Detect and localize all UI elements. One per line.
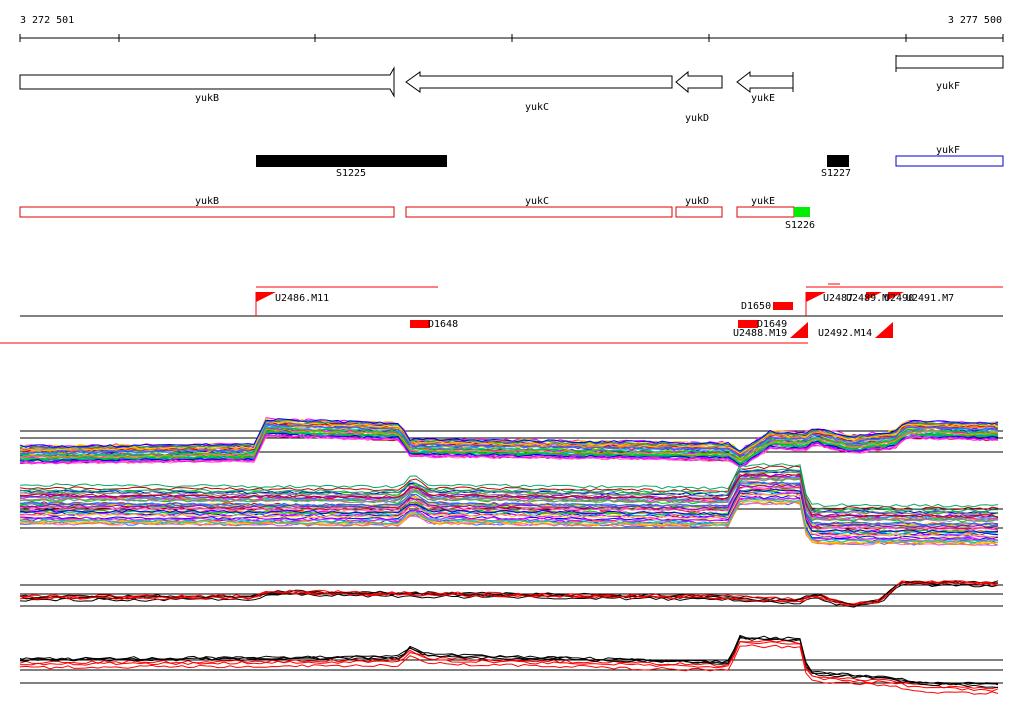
gene-box-label-yukC: yukC	[525, 196, 549, 207]
expression-panel-2	[19, 463, 1003, 547]
expression-trace	[20, 473, 999, 518]
feature-label-U2489: U2489.M	[846, 293, 888, 304]
feature-label-U2486: U2486.M11	[275, 293, 329, 304]
promoter-arrow-U2486[interactable]	[256, 292, 276, 302]
feature-label-D1650: D1650	[741, 301, 771, 312]
expression-trace	[19, 468, 999, 513]
expression-trace	[19, 477, 999, 523]
gene-box-yukE[interactable]	[736, 206, 795, 218]
expression-trace	[19, 637, 999, 688]
expression-trace	[19, 497, 999, 542]
expression-trace	[19, 580, 999, 605]
segment-label-S1225: S1225	[336, 168, 366, 179]
segment-S1226[interactable]	[794, 207, 810, 217]
gene-track-red: yukB yukC yukD yukE S1226	[19, 196, 815, 231]
expression-trace	[19, 481, 999, 527]
expression-trace	[19, 493, 999, 538]
gene-box-label-yukB: yukB	[195, 196, 219, 207]
gene-label-yukF-blue: yukF	[936, 145, 960, 156]
feature-label-U2492: U2492.M14	[818, 328, 872, 339]
expression-panel-1	[19, 417, 1003, 469]
expression-trace	[19, 644, 999, 695]
expression-trace	[19, 433, 999, 468]
gene-arrow-yukD[interactable]	[675, 70, 723, 94]
expression-trace	[19, 580, 999, 606]
expression-panel-4	[19, 634, 1003, 695]
gene-label-yukC: yukC	[525, 102, 549, 113]
expression-trace	[19, 465, 999, 511]
gene-arrow-yukF[interactable]	[895, 55, 1004, 72]
gene-box-yukC[interactable]	[405, 206, 673, 218]
axis-start-label: 3 272 501	[20, 15, 74, 26]
feature-D1650[interactable]	[773, 302, 793, 310]
segment-label-S1227: S1227	[821, 168, 851, 179]
expression-panel-3	[19, 580, 1003, 608]
expression-trace	[19, 488, 999, 534]
expression-trace	[19, 636, 999, 686]
expression-trace	[19, 428, 999, 462]
feature-label-U2487: U2487	[823, 293, 853, 304]
expression-trace	[19, 473, 999, 519]
gene-label-yukE: yukE	[751, 93, 775, 104]
terminator-arrow-U2488[interactable]	[790, 322, 808, 338]
coordinate-axis: 3 272 501 3 277 500	[19, 15, 1004, 42]
segment-label-S1226: S1226	[785, 220, 815, 231]
gene-box-yukF-blue[interactable]	[895, 155, 1004, 167]
expression-trace	[19, 582, 999, 608]
expression-trace	[19, 418, 999, 452]
segment-S1225[interactable]	[256, 155, 447, 167]
gene-box-yukB[interactable]	[19, 206, 395, 218]
expression-trace	[19, 424, 999, 458]
feature-D1648[interactable]	[410, 320, 430, 328]
gene-label-yukD: yukD	[685, 113, 709, 124]
expression-trace	[19, 463, 999, 508]
expression-trace	[19, 488, 999, 534]
expression-trace	[19, 496, 999, 541]
expression-trace	[19, 423, 999, 457]
promoter-arrow-U2487[interactable]	[806, 292, 826, 302]
expression-trace	[19, 470, 999, 515]
segment-track: S1225 S1227 yukF	[256, 145, 1004, 179]
expression-trace	[19, 421, 999, 455]
expression-trace	[19, 500, 999, 546]
feature-label-U2490: U2490	[884, 293, 914, 304]
feature-track: U2486.M11 D1648 D1650 D1649 U2488.M19 U2…	[0, 283, 1003, 344]
gene-arrow-yukC[interactable]	[405, 71, 673, 93]
gene-label-yukB: yukB	[195, 93, 219, 104]
gene-arrow-yukB[interactable]	[19, 66, 395, 98]
axis-end-label: 3 277 500	[948, 15, 1002, 26]
gene-label-yukF: yukF	[936, 81, 960, 92]
segment-S1227[interactable]	[827, 155, 849, 167]
feature-label-U2491: U2491.M7	[906, 293, 954, 304]
feature-label-U2488: U2488.M19	[733, 328, 787, 339]
gene-arrow-yukE[interactable]	[736, 70, 794, 94]
terminator-arrow-U2492[interactable]	[875, 322, 893, 338]
gene-track-top: yukB yukC yukD yukE yukF	[19, 55, 1004, 124]
expression-trace	[19, 483, 999, 528]
promoter-arrow-U2490[interactable]	[888, 292, 904, 300]
expression-trace	[19, 641, 999, 692]
expression-trace	[19, 486, 999, 531]
feature-D1649[interactable]	[738, 320, 758, 328]
expression-trace	[19, 499, 999, 544]
gene-box-label-yukE: yukE	[751, 196, 775, 207]
expression-trace	[19, 432, 999, 466]
feature-label-D1648: D1648	[428, 319, 458, 330]
gene-box-label-yukD: yukD	[685, 196, 709, 207]
expression-trace	[19, 581, 999, 607]
feature-label-D1649: D1649	[757, 319, 787, 330]
promoter-arrow-U2489[interactable]	[866, 292, 882, 300]
gene-box-yukD[interactable]	[675, 206, 723, 218]
